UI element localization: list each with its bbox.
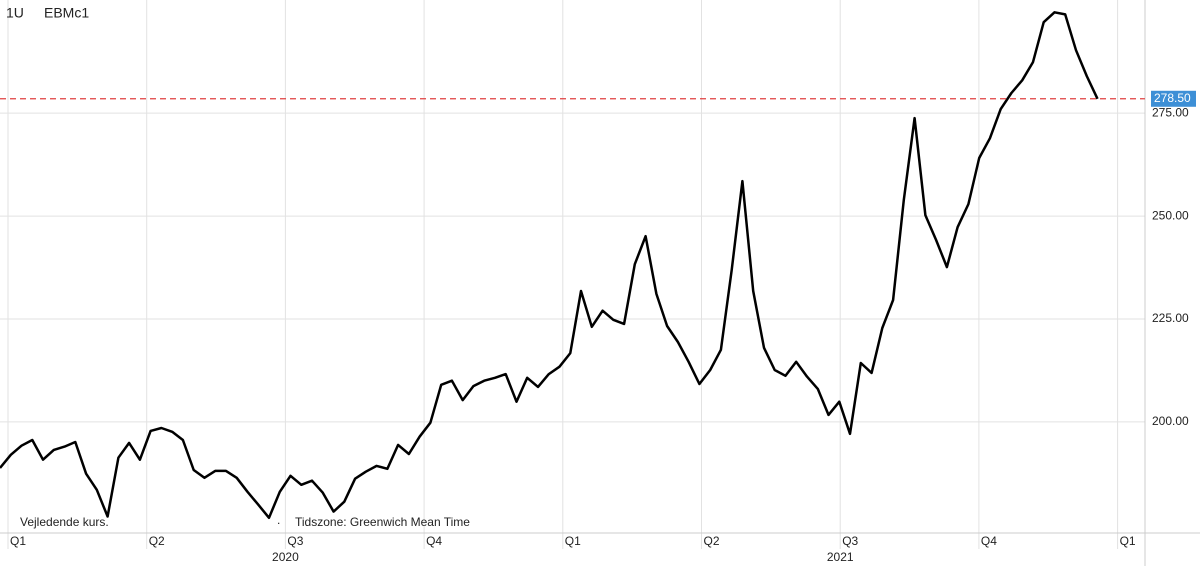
note: Vejledende kurs. (20, 515, 109, 529)
year-label: 2021 (827, 550, 854, 564)
y-tick-label: 250.00 (1152, 208, 1189, 222)
last-value-box (1151, 90, 1196, 107)
note: Tidszone: Greenwich Mean Time (295, 515, 470, 529)
x-tick-label: Q2 (704, 534, 720, 548)
x-tick-label: Q1 (10, 534, 26, 548)
x-tick-label: Q4 (426, 534, 442, 548)
x-tick-label: Q4 (981, 534, 997, 548)
last-value-label: 278.50 (1154, 91, 1191, 105)
x-tick-label: Q1 (565, 534, 581, 548)
note: . (277, 513, 280, 527)
year-label: 2020 (272, 550, 299, 564)
x-tick-label: Q3 (287, 534, 303, 548)
y-tick-label: 275.00 (1152, 105, 1189, 119)
symbol: EBMc1 (44, 5, 89, 21)
x-tick-label: Q1 (1120, 534, 1136, 548)
interval: 1U (6, 5, 24, 21)
y-tick-label: 225.00 (1152, 311, 1189, 325)
x-tick-label: Q2 (149, 534, 165, 548)
price-line (0, 11, 1099, 520)
x-tick-label: Q3 (842, 534, 858, 548)
y-tick-label: 200.00 (1152, 414, 1189, 428)
